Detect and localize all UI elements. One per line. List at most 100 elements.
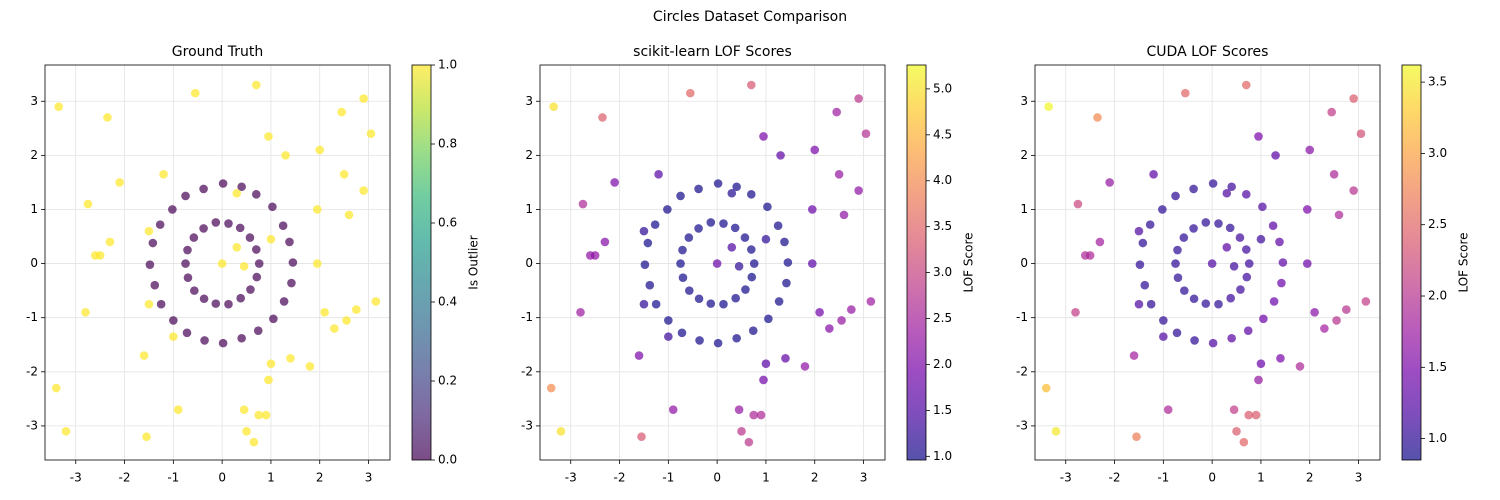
- point: [254, 259, 264, 268]
- point: [643, 238, 653, 248]
- point: [713, 338, 723, 348]
- y-tick-label: 0: [1020, 256, 1028, 270]
- plot-frame: [539, 64, 886, 461]
- point: [837, 316, 846, 325]
- point: [235, 223, 245, 233]
- point: [181, 259, 190, 268]
- point: [637, 432, 646, 442]
- point: [676, 259, 685, 268]
- point: [756, 410, 766, 420]
- colorbar-tick-label: 4.0: [933, 173, 952, 187]
- point: [782, 278, 791, 288]
- point: [1268, 221, 1278, 231]
- point: [279, 297, 289, 306]
- colorbar-tick-label: 1.5: [933, 403, 952, 417]
- point: [1132, 432, 1141, 442]
- point: [810, 145, 820, 155]
- point: [199, 224, 208, 233]
- point: [190, 286, 199, 295]
- point: [1207, 259, 1217, 268]
- point: [746, 245, 756, 254]
- point: [1135, 260, 1145, 269]
- point: [807, 259, 817, 268]
- point: [1302, 259, 1312, 268]
- point: [190, 88, 200, 98]
- point: [684, 233, 694, 242]
- point: [706, 299, 716, 308]
- point: [737, 427, 746, 436]
- point: [1329, 170, 1339, 179]
- point: [1310, 307, 1319, 317]
- point: [181, 191, 190, 201]
- point: [1095, 237, 1105, 247]
- point: [1342, 305, 1351, 314]
- point: [759, 375, 768, 385]
- point: [337, 107, 346, 117]
- point: [776, 151, 785, 160]
- x-tick-label: 0: [713, 471, 721, 485]
- point: [610, 178, 619, 187]
- colorbar-tick-label: 3.5: [1428, 75, 1447, 89]
- colorbar-tick-label: 2.5: [933, 311, 952, 325]
- x-tick-label: 3: [365, 471, 373, 485]
- point: [144, 299, 154, 309]
- point: [246, 285, 255, 294]
- point: [169, 316, 178, 325]
- point: [732, 333, 741, 343]
- colorbar: [1401, 64, 1422, 461]
- point: [144, 226, 154, 236]
- point: [286, 353, 295, 363]
- point: [1189, 294, 1199, 304]
- point: [694, 224, 703, 233]
- point: [694, 294, 704, 304]
- point: [1189, 184, 1198, 194]
- point: [218, 338, 228, 348]
- point: [251, 190, 261, 199]
- point: [640, 260, 650, 269]
- y-tick-label: -2: [1016, 364, 1028, 378]
- point: [1254, 132, 1263, 141]
- point: [1173, 273, 1183, 282]
- point: [189, 233, 199, 242]
- point: [253, 326, 263, 335]
- point: [773, 221, 783, 231]
- point: [1145, 220, 1155, 229]
- point: [61, 427, 71, 436]
- colorbar-tick-label: 1.5: [1428, 360, 1447, 374]
- point: [1189, 224, 1198, 233]
- point: [169, 332, 178, 341]
- point: [639, 299, 649, 309]
- point: [366, 129, 376, 139]
- point: [600, 237, 610, 247]
- point: [746, 80, 756, 90]
- point: [224, 219, 233, 228]
- point: [645, 280, 655, 290]
- point: [1093, 113, 1102, 122]
- colorbar-tick-label: 1.0: [933, 449, 952, 463]
- point: [578, 199, 588, 209]
- point: [1080, 251, 1090, 260]
- point: [264, 132, 273, 141]
- point: [150, 280, 160, 290]
- x-tick-label: 2: [316, 471, 324, 485]
- point: [182, 328, 192, 338]
- colorbar-tick-label: 0.4: [438, 295, 457, 309]
- point: [1171, 259, 1180, 268]
- point: [1159, 316, 1168, 325]
- x-tick-label: -1: [1157, 471, 1169, 485]
- y-tick-label: 0: [525, 256, 533, 270]
- point: [719, 219, 728, 228]
- point: [866, 297, 876, 306]
- point: [1172, 328, 1182, 338]
- x-tick-label: 1: [267, 471, 275, 485]
- point: [199, 294, 209, 304]
- colorbar: [411, 64, 432, 461]
- point: [740, 233, 750, 242]
- point: [1214, 299, 1223, 309]
- figure-title: Circles Dataset Comparison: [653, 9, 847, 25]
- point: [663, 205, 672, 214]
- point: [861, 129, 871, 139]
- point: [763, 202, 772, 212]
- point: [1201, 299, 1211, 308]
- point: [783, 258, 793, 267]
